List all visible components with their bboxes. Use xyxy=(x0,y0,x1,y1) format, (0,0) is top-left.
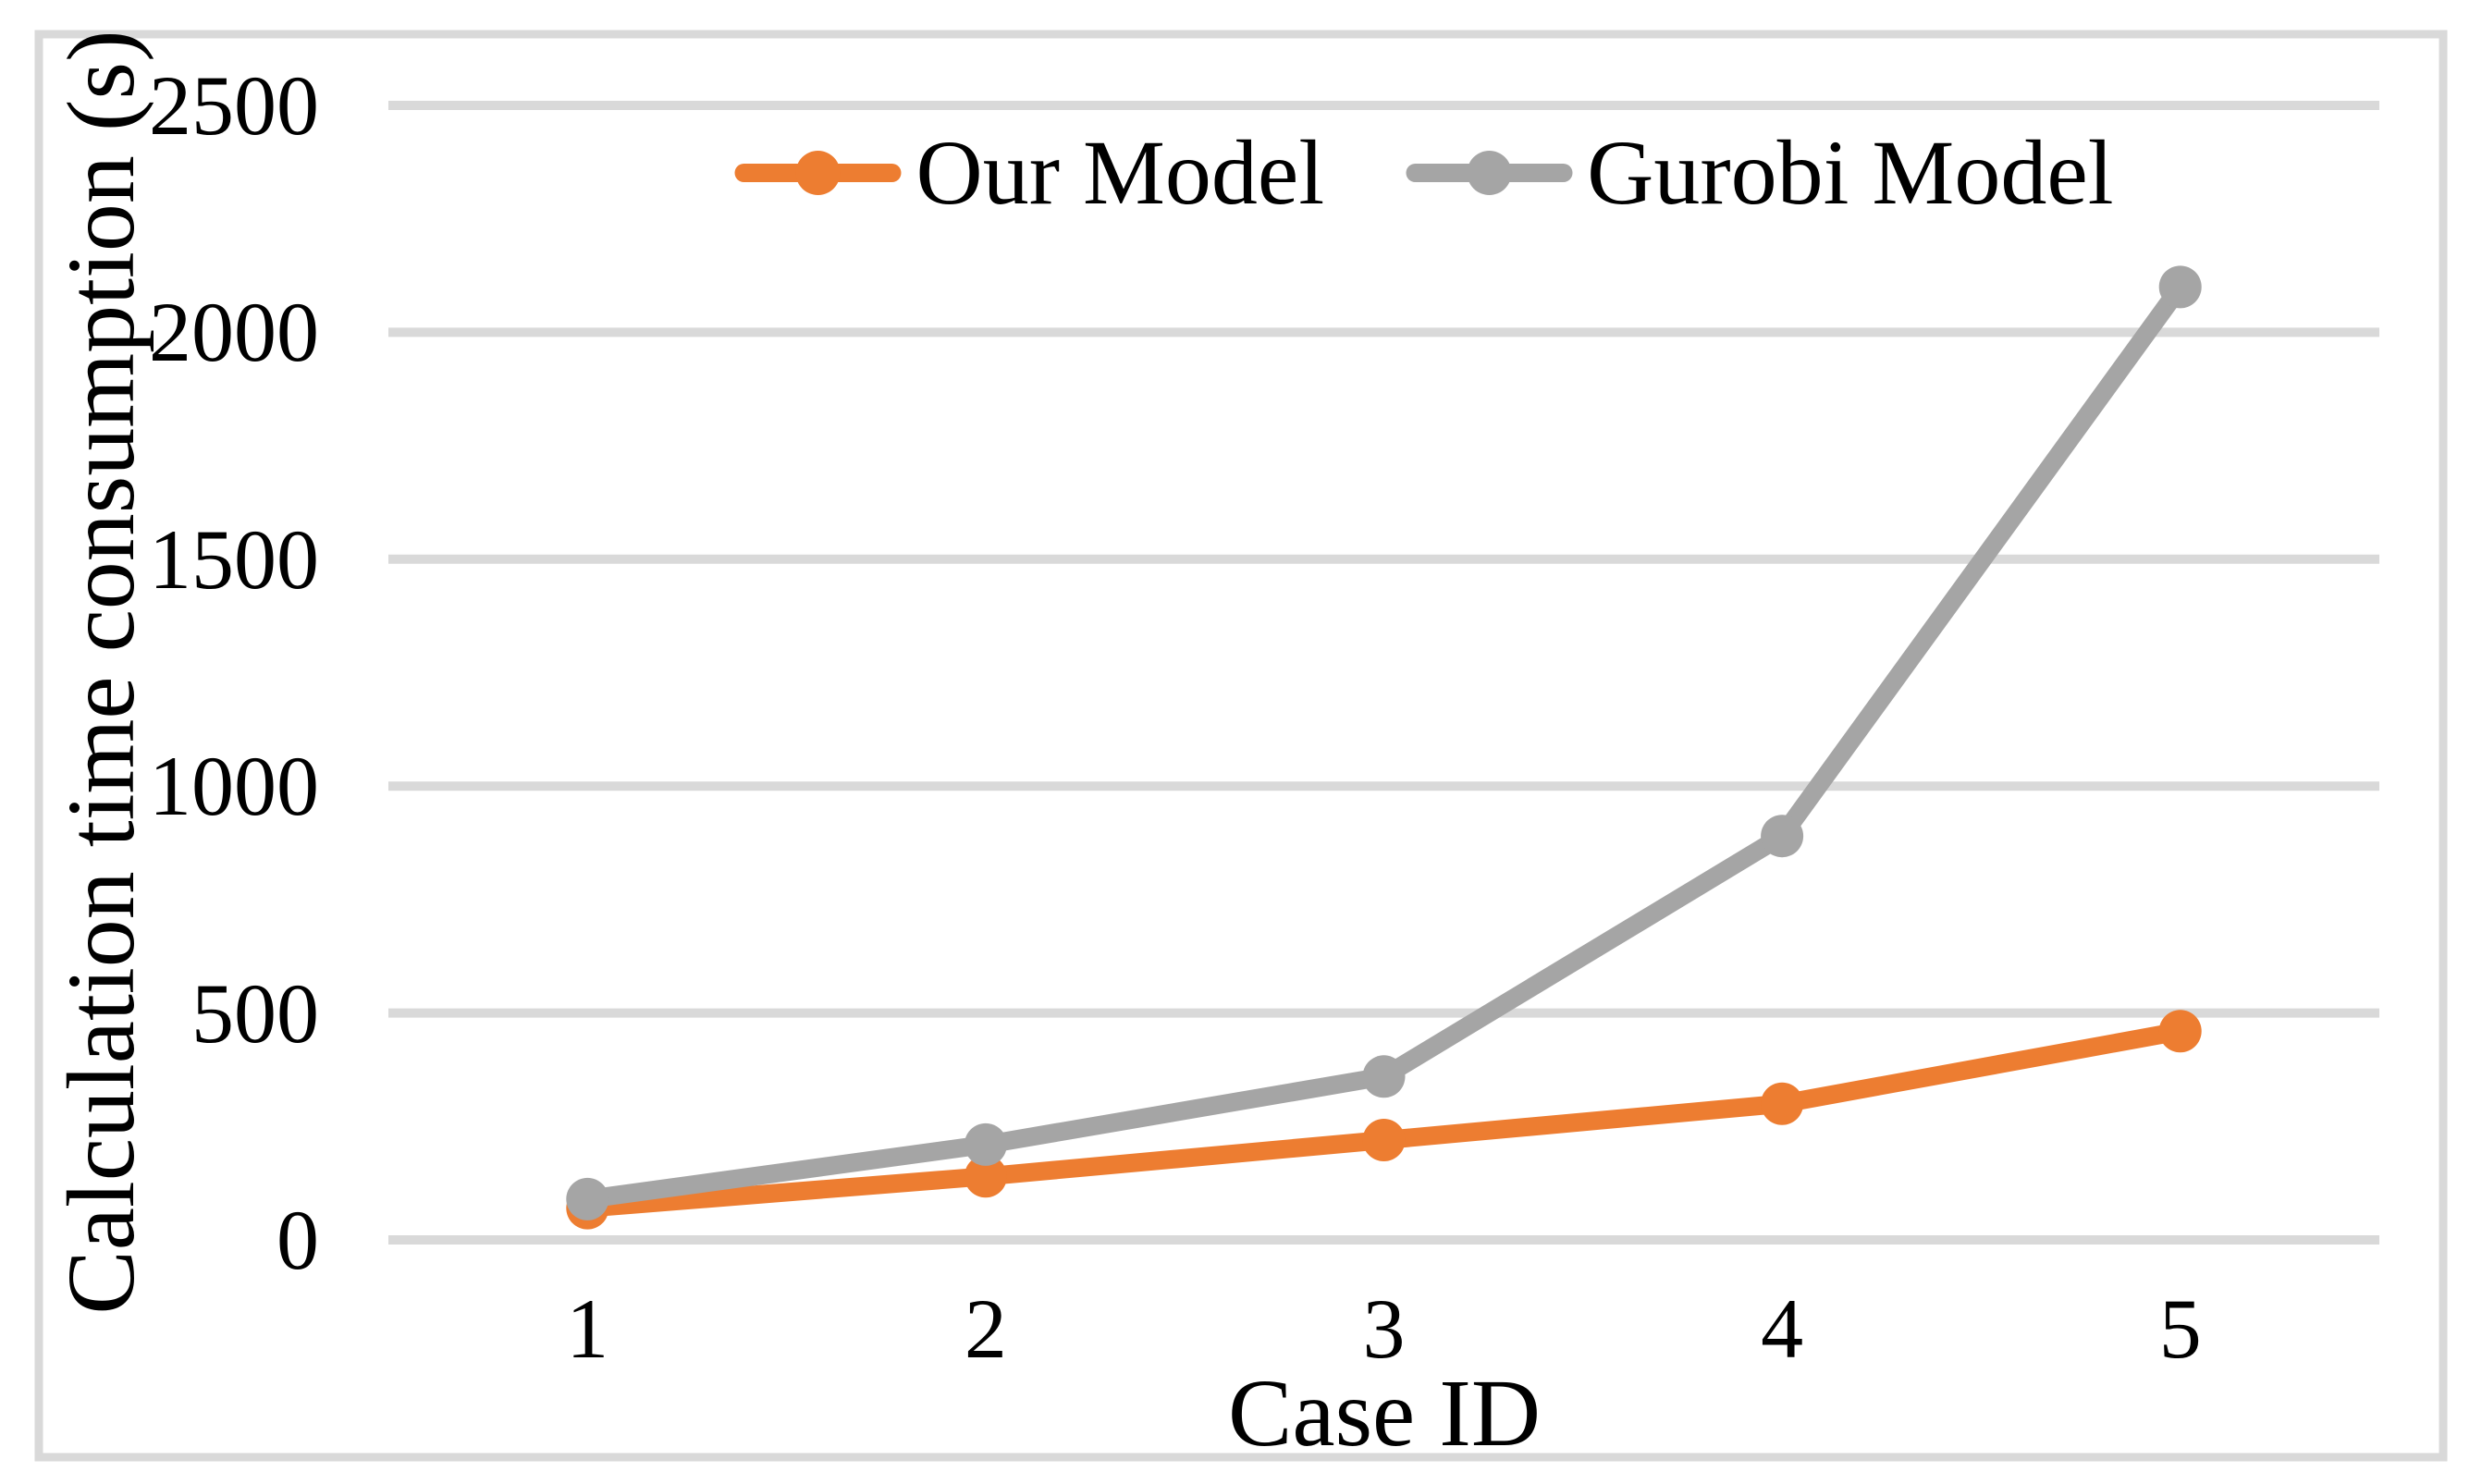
y-tick-label: 0 xyxy=(276,1193,319,1287)
data-point xyxy=(1761,1082,1804,1125)
y-tick-label: 1000 xyxy=(149,739,319,834)
data-point xyxy=(1362,1119,1406,1162)
data-point xyxy=(964,1122,1007,1166)
data-point xyxy=(1362,1055,1406,1098)
data-point xyxy=(2158,265,2202,309)
y-tick-label: 500 xyxy=(191,965,319,1061)
data-point xyxy=(566,1177,609,1220)
legend-label-our-model: Our Model xyxy=(915,121,1325,224)
legend-dot-icon xyxy=(795,151,841,195)
x-tick-label: 3 xyxy=(1362,1282,1406,1376)
x-tick-label: 5 xyxy=(2158,1282,2202,1376)
legend-label-gurobi-model: Gurobi Model xyxy=(1587,121,2114,224)
x-tick-label: 4 xyxy=(1761,1282,1804,1376)
y-tick-label: 2500 xyxy=(149,58,319,153)
data-point xyxy=(964,1155,1007,1198)
legend: Our Model Gurobi Model xyxy=(734,121,2114,224)
y-tick-label: 1500 xyxy=(149,511,319,607)
x-tick-label: 1 xyxy=(566,1282,609,1376)
y-tick-label: 2000 xyxy=(149,285,319,380)
legend-item-our-model: Our Model xyxy=(734,121,1325,224)
x-axis-title: Case ID xyxy=(1228,1360,1541,1466)
legend-line-marker-gurobi-model xyxy=(1406,151,1573,195)
legend-item-gurobi-model: Gurobi Model xyxy=(1406,121,2114,224)
data-point xyxy=(2158,1010,2202,1053)
y-axis-title: Calculation time consumption (s) xyxy=(48,30,154,1315)
legend-line-marker-our-model xyxy=(734,151,902,195)
legend-dot-icon xyxy=(1467,151,1512,195)
chart-border xyxy=(34,30,2448,1462)
data-point xyxy=(1761,815,1804,858)
x-tick-label: 2 xyxy=(964,1282,1007,1376)
